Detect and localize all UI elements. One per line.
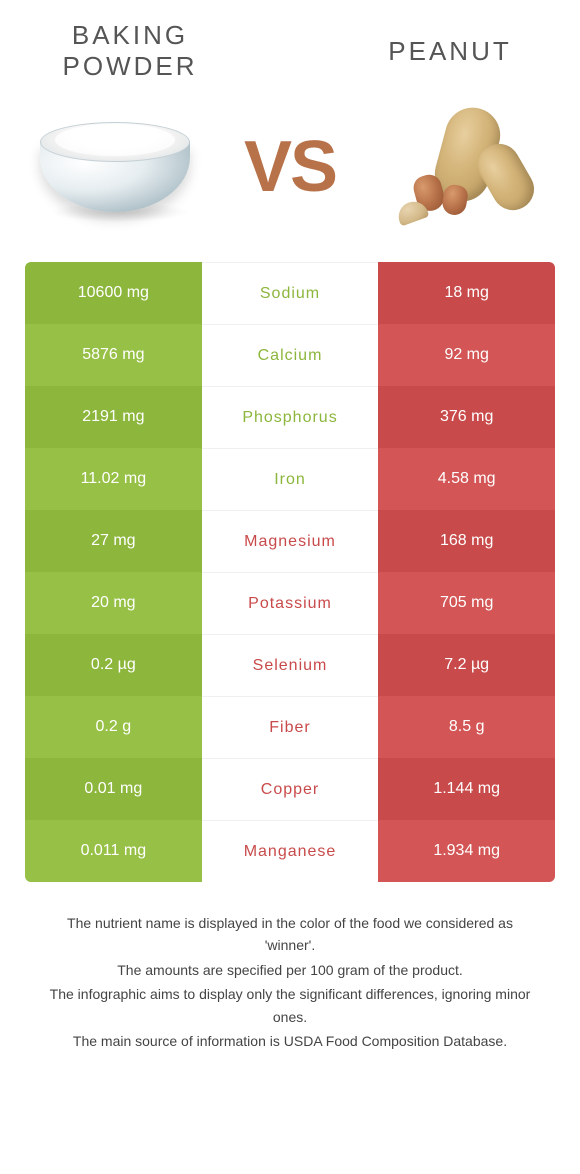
nutrient-name: Manganese (202, 820, 379, 882)
table-row: 0.01 mgCopper1.144 mg (25, 758, 555, 820)
left-value: 20 mg (25, 572, 202, 634)
vs-label: VS (244, 126, 336, 208)
right-value: 4.58 mg (378, 448, 555, 510)
comparison-table: 10600 mgSodium18 mg5876 mgCalcium92 mg21… (25, 262, 555, 882)
left-value: 11.02 mg (25, 448, 202, 510)
right-value: 92 mg (378, 324, 555, 386)
nutrient-name: Potassium (202, 572, 379, 634)
table-row: 0.2 gFiber8.5 g (25, 696, 555, 758)
table-row: 27 mgMagnesium168 mg (25, 510, 555, 572)
nutrient-name: Calcium (202, 324, 379, 386)
left-value: 2191 mg (25, 386, 202, 448)
table-row: 11.02 mgIron4.58 mg (25, 448, 555, 510)
right-title: Peanut (350, 36, 550, 67)
footer-line: The nutrient name is displayed in the co… (40, 912, 540, 957)
table-row: 0.2 µgSelenium7.2 µg (25, 634, 555, 696)
right-value: 705 mg (378, 572, 555, 634)
footer-line: The infographic aims to display only the… (40, 983, 540, 1028)
right-value: 7.2 µg (378, 634, 555, 696)
footer-line: The main source of information is USDA F… (40, 1030, 540, 1052)
right-value: 376 mg (378, 386, 555, 448)
left-value: 0.2 µg (25, 634, 202, 696)
right-value: 168 mg (378, 510, 555, 572)
left-title: Baking Powder (30, 20, 230, 82)
nutrient-name: Fiber (202, 696, 379, 758)
images-row: VS (0, 92, 580, 262)
left-value: 0.01 mg (25, 758, 202, 820)
left-value: 0.011 mg (25, 820, 202, 882)
nutrient-name: Phosphorus (202, 386, 379, 448)
footer-line: The amounts are specified per 100 gram o… (40, 959, 540, 981)
left-value: 0.2 g (25, 696, 202, 758)
table-row: 10600 mgSodium18 mg (25, 262, 555, 324)
left-value: 10600 mg (25, 262, 202, 324)
footer-notes: The nutrient name is displayed in the co… (0, 882, 580, 1052)
nutrient-name: Selenium (202, 634, 379, 696)
nutrient-name: Sodium (202, 262, 379, 324)
right-value: 1.934 mg (378, 820, 555, 882)
nutrient-name: Copper (202, 758, 379, 820)
table-row: 2191 mgPhosphorus376 mg (25, 386, 555, 448)
peanut-image (375, 92, 555, 242)
right-value: 1.144 mg (378, 758, 555, 820)
left-value: 27 mg (25, 510, 202, 572)
nutrient-name: Magnesium (202, 510, 379, 572)
right-value: 18 mg (378, 262, 555, 324)
table-row: 0.011 mgManganese1.934 mg (25, 820, 555, 882)
left-value: 5876 mg (25, 324, 202, 386)
baking-powder-image (25, 92, 205, 242)
table-row: 5876 mgCalcium92 mg (25, 324, 555, 386)
nutrient-name: Iron (202, 448, 379, 510)
header: Baking Powder Peanut (0, 0, 580, 92)
right-value: 8.5 g (378, 696, 555, 758)
table-row: 20 mgPotassium705 mg (25, 572, 555, 634)
